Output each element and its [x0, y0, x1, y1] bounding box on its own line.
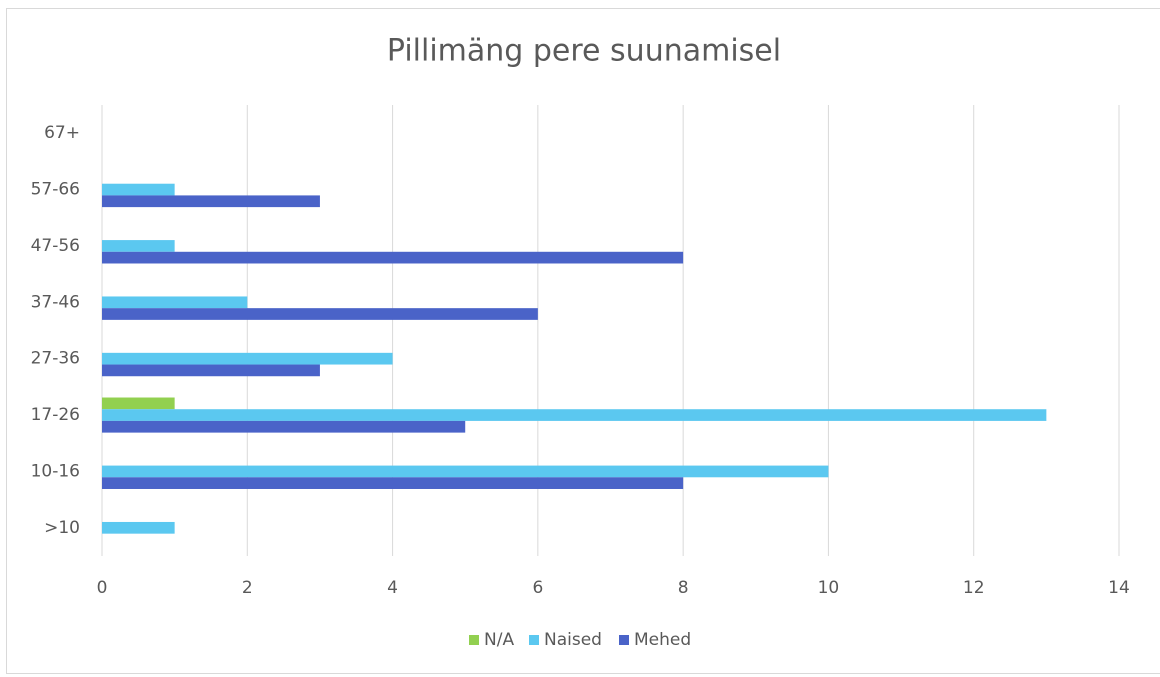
legend-label: Mehed — [634, 630, 691, 650]
bar — [102, 195, 320, 208]
y-tick-label: 27-36 — [31, 349, 80, 369]
y-tick-label: 37-46 — [31, 292, 80, 312]
legend-swatch — [619, 635, 629, 645]
bar — [102, 296, 248, 309]
x-tick-label: 0 — [97, 578, 108, 598]
y-tick-label: 47-56 — [31, 236, 80, 256]
x-tick-label: 4 — [387, 578, 398, 598]
y-tick-label: 57-66 — [31, 180, 80, 200]
x-tick-label: 12 — [963, 578, 985, 598]
y-tick-label: 67+ — [44, 123, 80, 143]
bar — [102, 352, 393, 365]
bar — [102, 183, 175, 196]
legend-swatch — [529, 635, 539, 645]
bar — [102, 364, 320, 377]
bar — [102, 465, 829, 478]
x-tick-label: 2 — [242, 578, 253, 598]
bar — [102, 521, 175, 534]
bar — [102, 420, 466, 433]
chart-border — [6, 8, 1160, 674]
x-tick-label: 10 — [818, 578, 840, 598]
bar — [102, 409, 1047, 421]
x-tick-label: 8 — [678, 578, 689, 598]
legend-label: N/A — [484, 630, 514, 650]
bar — [102, 477, 684, 489]
chart-title: Pillimäng pere suunamisel — [387, 34, 781, 69]
y-tick-label: >10 — [44, 518, 80, 538]
x-tick-label: 6 — [532, 578, 543, 598]
legend-label: Naised — [544, 630, 602, 650]
legend-swatch — [469, 635, 479, 645]
bar — [102, 240, 175, 252]
y-tick-label: 10-16 — [31, 461, 80, 481]
x-tick-label: 14 — [1108, 578, 1130, 598]
y-tick-label: 17-26 — [31, 405, 80, 425]
bar — [102, 251, 684, 264]
bar — [102, 397, 175, 410]
bar — [102, 308, 538, 320]
